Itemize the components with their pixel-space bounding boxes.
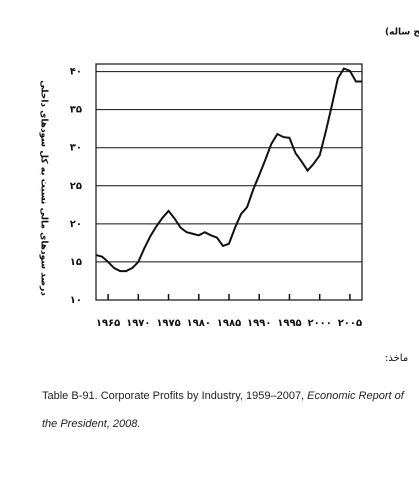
x-tick-label: ۱۹۷۰: [126, 318, 150, 329]
line: [95, 67, 362, 273]
y-tick-label: ۳۵: [70, 105, 82, 116]
source-text: Table B-91. Corporate Profits by Industr…: [42, 390, 308, 402]
x-tick-label: ۱۹۸۵: [217, 318, 241, 329]
source-italic: Economic Report of: [307, 390, 404, 402]
source-line-2: the President, 2008.: [42, 418, 140, 430]
x-tick-label: ۱۹۷۵: [156, 318, 180, 329]
source-label: ماخذ:: [385, 353, 408, 364]
chart-title: نمودار یک: درصد سودهای مالی نسبت به کل س…: [385, 26, 419, 38]
y-tick-label: ۲۵: [70, 181, 82, 192]
y-tick-label: ۳۰: [70, 143, 82, 154]
x-tick-label: ۲۰۰۵: [338, 318, 362, 329]
x-tick-label: ۲۰۰۰: [307, 318, 331, 329]
y-tick-label: ۲۰: [70, 219, 82, 230]
source-italic: the President, 2008.: [42, 418, 141, 430]
x-tick-label: ۱۹۸۰: [187, 318, 211, 329]
y-tick-label: ۴۰: [70, 67, 82, 78]
y-axis-label: درصد سودهای مالی نسبت به کل سودهای داخلی: [39, 80, 49, 296]
source-line-1: Table B-91. Corporate Profits by Industr…: [42, 390, 404, 402]
y-tick-label: ۱۵: [70, 257, 82, 268]
x-tick-label: ۱۹۹۵: [277, 318, 301, 329]
x-tick-label: ۱۹۶۵: [96, 318, 120, 329]
x-tick-label: ۱۹۹۰: [247, 318, 271, 329]
y-tick-label: ۱۰: [70, 295, 82, 306]
